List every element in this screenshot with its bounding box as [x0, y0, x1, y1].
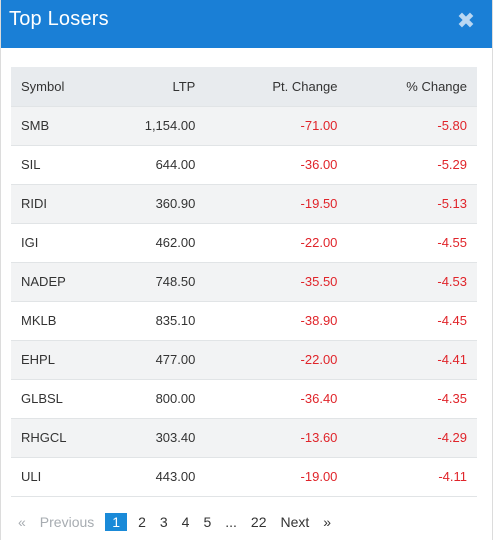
cell-ltp: 835.10 [155, 313, 196, 328]
cell-pt-change: -19.00 [300, 469, 338, 484]
page-button-4[interactable]: 4 [181, 514, 190, 530]
cell-pt-change: -35.50 [300, 274, 338, 289]
cell-ltp: 1,154.00 [144, 118, 196, 133]
cell-ltp: 303.40 [155, 430, 196, 445]
cell-ltp: 462.00 [155, 235, 196, 250]
cell-pt-change: -71.00 [300, 118, 338, 133]
page-button-5[interactable]: 5 [203, 514, 212, 530]
table-row: EHPL 477.00 -22.00 -4.41 [11, 340, 477, 379]
pagination-ellipsis: ... [225, 514, 237, 530]
table-row: GLBSL 800.00 -36.40 -4.35 [11, 379, 477, 418]
cell-pt-change: -36.40 [300, 391, 338, 406]
cell-pt-change: -13.60 [300, 430, 338, 445]
column-header-pt-change[interactable]: Pt. Change [272, 78, 338, 94]
pagination: « Previous 1 2 3 4 5 ... 22 Next » [11, 510, 338, 534]
double-chevron-right-icon[interactable]: » [323, 514, 332, 530]
cell-pct-change: -4.55 [437, 235, 467, 250]
double-chevron-left-icon[interactable]: « [18, 514, 26, 530]
page-button-1[interactable]: 1 [105, 513, 128, 531]
page-button-3[interactable]: 3 [159, 514, 168, 530]
top-losers-table-container: Symbol LTP Pt. Change % Change SMB 1,154… [11, 67, 477, 497]
cell-symbol: IGI [21, 235, 39, 250]
cell-pct-change: -4.35 [437, 391, 467, 406]
column-header-symbol[interactable]: Symbol [21, 78, 65, 94]
cell-pct-change: -4.53 [437, 274, 467, 289]
cell-ltp: 360.90 [155, 196, 196, 211]
cell-ltp: 644.00 [155, 157, 196, 172]
cell-symbol: SIL [21, 157, 41, 172]
cell-ltp: 477.00 [155, 352, 196, 367]
cell-pt-change: -22.00 [300, 235, 338, 250]
table-row: IGI 462.00 -22.00 -4.55 [11, 223, 477, 262]
cell-symbol: EHPL [21, 352, 55, 367]
table-row: MKLB 835.10 -38.90 -4.45 [11, 301, 477, 340]
cell-symbol: RHGCL [21, 430, 67, 445]
cell-ltp: 748.50 [155, 274, 196, 289]
cell-pct-change: -4.41 [437, 352, 467, 367]
cell-symbol: SMB [21, 118, 50, 133]
close-icon[interactable]: ✖ [456, 8, 476, 33]
table-row: ULI 443.00 -19.00 -4.11 [11, 457, 477, 496]
page-button-2[interactable]: 2 [138, 514, 146, 530]
cell-pct-change: -4.11 [438, 469, 467, 484]
previous-page-button[interactable]: Previous [39, 514, 95, 530]
cell-ltp: 443.00 [155, 469, 196, 484]
cell-pt-change: -19.50 [300, 196, 338, 211]
cell-pct-change: -5.29 [437, 157, 467, 172]
table-row: RHGCL 303.40 -13.60 -4.29 [11, 418, 477, 457]
table-row: SMB 1,154.00 -71.00 -5.80 [11, 106, 477, 145]
cell-symbol: NADEP [21, 274, 66, 289]
table-row: SIL 644.00 -36.00 -5.29 [11, 145, 477, 184]
cell-pct-change: -5.80 [437, 118, 467, 133]
column-header-ltp[interactable]: LTP [172, 78, 196, 94]
top-losers-table: Symbol LTP Pt. Change % Change SMB 1,154… [11, 67, 477, 497]
next-page-button[interactable]: Next [280, 514, 310, 530]
modal-title: Top Losers [9, 8, 109, 30]
table-row: NADEP 748.50 -35.50 -4.53 [11, 262, 477, 301]
cell-ltp: 800.00 [155, 391, 196, 406]
cell-symbol: ULI [21, 469, 42, 484]
cell-pt-change: -36.00 [300, 157, 338, 172]
table-header-row: Symbol LTP Pt. Change % Change [11, 67, 477, 106]
cell-pct-change: -4.29 [437, 430, 467, 445]
cell-symbol: GLBSL [21, 391, 63, 406]
modal-header: Top Losers ✖ [1, 0, 492, 48]
cell-pt-change: -22.00 [300, 352, 338, 367]
page-button-22[interactable]: 22 [250, 514, 267, 530]
cell-symbol: RIDI [21, 196, 47, 211]
cell-symbol: MKLB [21, 313, 57, 328]
cell-pct-change: -4.45 [437, 313, 467, 328]
table-row: RIDI 360.90 -19.50 -5.13 [11, 184, 477, 223]
column-header-pct-change[interactable]: % Change [406, 78, 467, 94]
cell-pt-change: -38.90 [300, 313, 338, 328]
cell-pct-change: -5.13 [437, 196, 467, 211]
